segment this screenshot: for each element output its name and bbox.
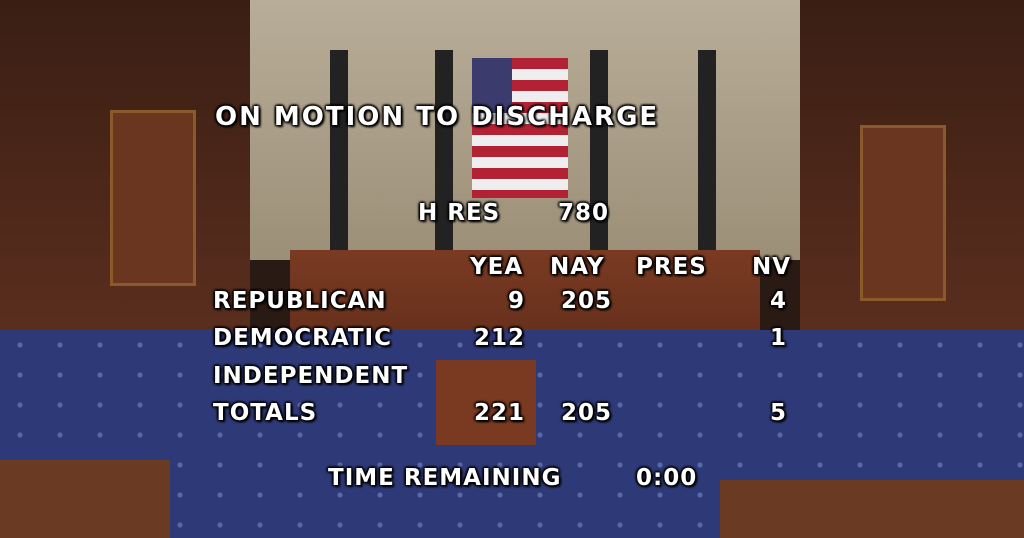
- column-right-2: [698, 50, 716, 250]
- yea-count: 221: [473, 400, 525, 426]
- party-label: DEMOCRATIC: [213, 325, 392, 351]
- measure-label: H RES: [418, 200, 501, 226]
- lectern: [436, 360, 536, 445]
- left-door: [110, 110, 196, 286]
- column-left: [330, 50, 348, 250]
- column-header-pres: PRES: [636, 254, 707, 280]
- right-door: [860, 125, 946, 301]
- party-label: TOTALS: [213, 400, 318, 426]
- yea-count: 212: [473, 325, 525, 351]
- time-remaining-value: 0:00: [636, 465, 698, 491]
- column-header-yea: YEA: [470, 254, 524, 280]
- front-desk-right: [720, 480, 1024, 538]
- front-desk: [0, 460, 170, 538]
- nv-count: 5: [769, 400, 787, 426]
- nay-count: 205: [560, 400, 612, 426]
- column-header-nay: NAY: [550, 254, 605, 280]
- nv-count: 4: [769, 288, 787, 314]
- nay-count: 205: [560, 288, 612, 314]
- measure-number: 780: [558, 200, 610, 226]
- vote-title: ON MOTION TO DISCHARGE: [215, 102, 660, 132]
- time-remaining-label: TIME REMAINING: [328, 465, 562, 491]
- column-header-nv: NV: [752, 254, 792, 280]
- party-label: INDEPENDENT: [213, 363, 409, 389]
- column-left-2: [435, 50, 453, 250]
- american-flag: [472, 58, 568, 198]
- yea-count: 9: [507, 288, 525, 314]
- party-label: REPUBLICAN: [213, 288, 387, 314]
- nv-count: 1: [769, 325, 787, 351]
- column-right: [590, 50, 608, 250]
